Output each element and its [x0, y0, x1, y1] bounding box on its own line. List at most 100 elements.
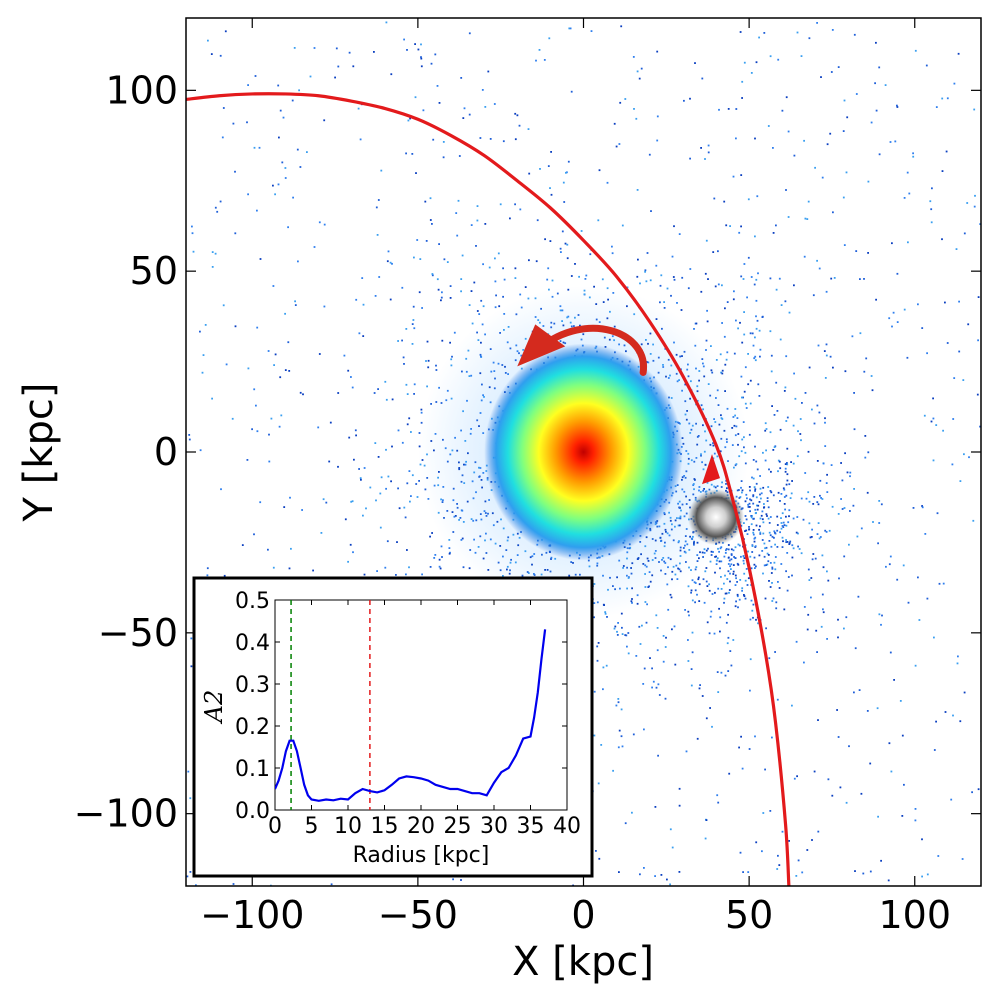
particle	[298, 89, 300, 92]
particle	[759, 355, 761, 358]
particle	[932, 397, 934, 400]
particle	[732, 564, 735, 566]
particle	[618, 729, 621, 732]
particle	[671, 628, 673, 631]
inset-y-tick-label: 0.5	[235, 589, 270, 614]
particle	[413, 393, 415, 395]
particle	[776, 410, 779, 412]
particle	[644, 269, 647, 272]
particle	[420, 65, 423, 68]
particle	[781, 830, 784, 833]
particle	[666, 878, 668, 881]
particle	[773, 414, 776, 416]
particle	[804, 217, 807, 220]
particle	[727, 670, 730, 672]
particle	[888, 742, 891, 745]
particle	[563, 201, 566, 203]
particle	[673, 625, 676, 628]
particle	[597, 219, 600, 222]
particle	[681, 276, 684, 279]
particle	[783, 496, 786, 498]
particle	[963, 691, 966, 694]
particle	[463, 107, 466, 110]
particle	[785, 189, 787, 191]
particle	[956, 662, 959, 665]
particle	[786, 463, 789, 466]
particle	[795, 875, 798, 877]
particle	[959, 480, 962, 482]
particle	[408, 470, 411, 472]
particle	[442, 141, 445, 143]
particle	[843, 555, 846, 558]
particle	[280, 414, 283, 417]
particle	[440, 545, 443, 548]
particle	[758, 528, 760, 531]
particle	[678, 787, 681, 790]
particle	[755, 496, 758, 499]
inset-x-tick-label: 20	[407, 814, 435, 839]
particle	[814, 166, 816, 169]
particle	[796, 516, 799, 518]
particle	[414, 96, 417, 99]
particle	[896, 578, 899, 581]
particle	[796, 455, 799, 458]
particle	[390, 480, 392, 483]
particle	[759, 348, 762, 351]
particle	[337, 392, 340, 394]
particle	[190, 637, 193, 640]
particle	[429, 566, 432, 568]
particle	[845, 171, 848, 174]
particle	[288, 567, 291, 570]
particle	[659, 284, 662, 287]
particle	[747, 353, 749, 355]
particle	[769, 490, 772, 492]
particle	[574, 263, 576, 265]
particle	[352, 551, 354, 554]
particle	[443, 258, 446, 261]
particle	[747, 503, 749, 506]
particle	[776, 868, 779, 870]
particle	[786, 552, 789, 554]
particle	[413, 327, 416, 330]
particle	[754, 490, 756, 492]
particle	[735, 577, 737, 580]
main-axis-ticks	[186, 18, 981, 886]
particle	[351, 386, 354, 389]
particle	[737, 606, 739, 609]
particle	[549, 187, 551, 189]
particle	[614, 625, 617, 628]
particle	[793, 284, 795, 287]
particle	[613, 122, 616, 125]
particle	[468, 304, 471, 306]
particle	[741, 396, 743, 399]
particle	[655, 264, 658, 267]
particle	[476, 310, 479, 312]
particle	[578, 275, 580, 278]
particle	[815, 629, 818, 632]
particle	[216, 210, 219, 213]
particle	[831, 794, 834, 797]
particle	[696, 593, 698, 596]
particle	[790, 461, 792, 463]
particle	[416, 239, 419, 241]
particle	[771, 600, 774, 602]
particle	[764, 597, 767, 600]
particle	[564, 242, 567, 245]
particle	[819, 494, 821, 497]
particle	[786, 462, 788, 464]
particle	[765, 564, 768, 566]
particle	[544, 238, 546, 241]
particle	[689, 97, 691, 100]
particle	[754, 567, 756, 569]
particle	[744, 366, 747, 369]
particle	[415, 483, 418, 485]
particle	[780, 563, 783, 565]
particle	[813, 770, 816, 773]
particle	[896, 106, 899, 108]
particle	[206, 567, 209, 570]
particle	[849, 510, 851, 512]
particle	[727, 544, 730, 546]
particle	[214, 252, 217, 255]
particle	[613, 627, 616, 630]
particle	[830, 277, 833, 280]
